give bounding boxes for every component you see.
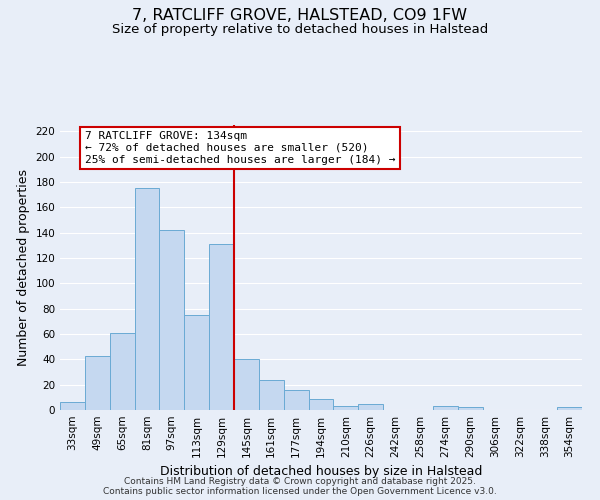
Bar [160,230,184,410]
Bar [284,390,308,410]
Y-axis label: Number of detached properties: Number of detached properties [17,169,30,366]
Text: 7 RATCLIFF GROVE: 134sqm
← 72% of detached houses are smaller (520)
25% of semi-: 7 RATCLIFF GROVE: 134sqm ← 72% of detach… [85,132,395,164]
Bar [458,408,482,410]
Bar [234,360,259,410]
Bar [110,332,134,410]
X-axis label: Distribution of detached houses by size in Halstead: Distribution of detached houses by size … [160,466,482,478]
Text: Size of property relative to detached houses in Halstead: Size of property relative to detached ho… [112,22,488,36]
Bar [184,315,209,410]
Bar [308,398,334,410]
Bar [358,404,383,410]
Bar [334,406,358,410]
Bar [209,244,234,410]
Text: 7, RATCLIFF GROVE, HALSTEAD, CO9 1FW: 7, RATCLIFF GROVE, HALSTEAD, CO9 1FW [133,8,467,22]
Bar [259,380,284,410]
Text: Contains HM Land Registry data © Crown copyright and database right 2025.: Contains HM Land Registry data © Crown c… [124,476,476,486]
Bar [134,188,160,410]
Bar [85,356,110,410]
Bar [433,406,458,410]
Bar [557,408,582,410]
Text: Contains public sector information licensed under the Open Government Licence v3: Contains public sector information licen… [103,486,497,496]
Bar [60,402,85,410]
